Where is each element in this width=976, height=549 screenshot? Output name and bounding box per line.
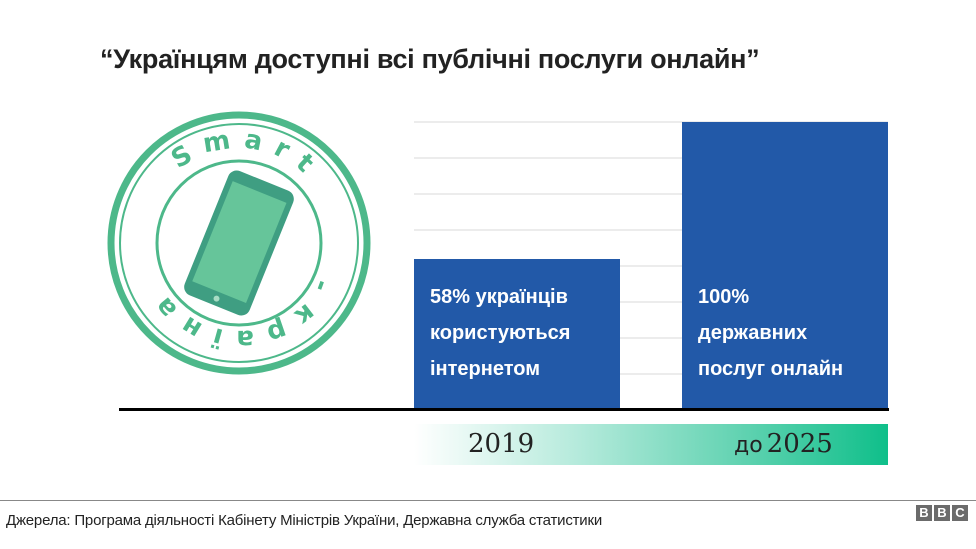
bar-label-line: 58% українців <box>430 286 568 308</box>
gridline <box>414 301 888 303</box>
stamp-separator: - <box>304 275 336 295</box>
gridline <box>414 193 888 195</box>
gridline <box>414 373 888 375</box>
gridline <box>414 337 888 339</box>
year-2025: до 2025 <box>734 429 833 459</box>
bar-label-line: користуються <box>430 322 571 344</box>
gridline <box>414 121 888 123</box>
chart-title: “Українцям доступні всі публічні послуги… <box>100 44 760 74</box>
smart-country-stamp-icon: Smart країна - <box>107 111 371 375</box>
bar-2019: 58% українців користуються інтернетом <box>414 259 620 409</box>
bbc-logo-letter: B <box>934 505 950 521</box>
gridline <box>414 229 888 231</box>
bbc-logo-letter: C <box>952 505 968 521</box>
year-2025-value: 2025 <box>766 429 833 459</box>
smartphone-icon <box>184 170 294 316</box>
x-axis-baseline <box>119 408 889 411</box>
timeline-band: 2019 до 2025 <box>414 424 888 465</box>
source-note: Джерела: Програма діяльності Кабінету Мі… <box>6 512 603 529</box>
gridline <box>414 157 888 159</box>
bar-label-line: інтернетом <box>430 358 540 380</box>
bbc-logo-letter: B <box>916 505 932 521</box>
year-2019: 2019 <box>468 429 535 459</box>
footer-divider <box>0 500 976 501</box>
year-prefix: до <box>734 433 763 458</box>
bbc-logo: B B C <box>916 505 968 521</box>
bar-label-line: 100% <box>698 286 750 308</box>
bar-2025: 100% державних послуг онлайн <box>682 122 888 409</box>
bar-label-line: послуг онлайн <box>698 358 844 380</box>
bar-label-line: державних <box>698 322 808 344</box>
gridline <box>414 265 888 267</box>
